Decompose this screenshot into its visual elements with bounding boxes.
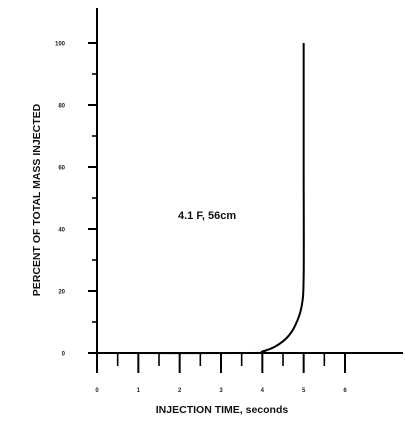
axes	[96, 8, 403, 354]
y-tick-label: 80	[58, 104, 65, 110]
y-tick-label: 20	[58, 290, 65, 296]
series-line-0	[96, 43, 305, 355]
x-tick-label: 5	[302, 388, 306, 394]
x-tick-label: 3	[219, 388, 223, 394]
y-tick-label: 0	[62, 352, 66, 358]
x-tick-label: 2	[178, 388, 182, 394]
series	[96, 43, 305, 355]
x-tick-label: 4	[261, 388, 265, 394]
x-tick-label: 6	[343, 388, 347, 394]
y-tick-label: 40	[58, 228, 65, 234]
y-tick-label: 100	[55, 42, 66, 48]
y-ticks: 0 20 40 60 80 100	[55, 42, 97, 358]
x-ticks: 0 1 2 3 4 5 6	[95, 353, 347, 394]
x-axis-label: INJECTION TIME, seconds	[156, 404, 289, 416]
x-tick-label: 0	[95, 388, 99, 394]
y-tick-label: 60	[58, 166, 65, 172]
y-axis-label: PERCENT OF TOTAL MASS INJECTED	[31, 103, 43, 296]
chart-annotation: 4.1 F, 56cm	[178, 210, 236, 222]
x-tick-label: 1	[137, 388, 141, 394]
